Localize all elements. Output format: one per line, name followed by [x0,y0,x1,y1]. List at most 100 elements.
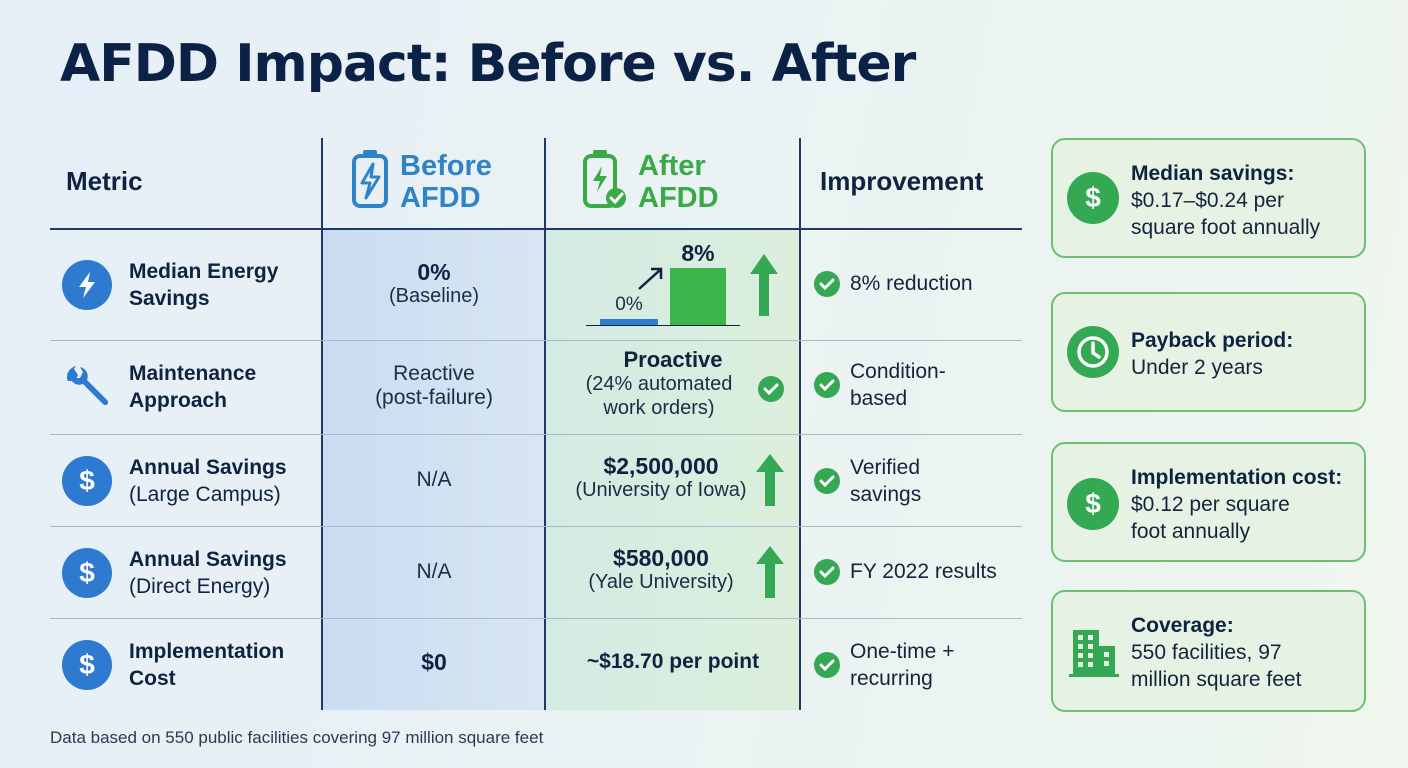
before-cell: $0 [322,650,546,674]
side-card-line: Under 2 years [1131,356,1263,379]
improvement-cell: 8% reduction [814,270,973,297]
metric-line2: (Direct Energy) [129,575,271,598]
metric-line2: Cost [129,667,176,690]
battery-check-icon [582,148,628,215]
improvement-cell: Verified savings [814,454,921,508]
metric-line1: Implementation [129,640,285,663]
header-after-line1: After [638,149,706,182]
metric-line2: (Large Campus) [129,483,281,506]
table-row: $ Implementation Cost $0 ~$18.70 per poi… [50,618,1022,710]
check-icon [814,372,840,398]
table-row: $ Annual Savings (Large Campus) N/A $2,5… [50,434,1022,526]
before-sub: (Baseline) [388,285,480,307]
improvement-text: FY 2022 results [850,560,997,583]
improvement-text: recurring [850,667,933,690]
side-card-line: square foot annually [1131,216,1321,239]
mini-chart-after-label: 8% [681,240,715,266]
check-icon [814,270,840,297]
before-value: N/A [416,560,452,583]
after-value: $580,000 [613,545,709,571]
after-value: Proactive [623,347,723,372]
improvement-cell: One-time + recurring [814,638,954,692]
before-cell: Reactive (post-failure) [322,362,546,410]
header-divider [50,228,1022,230]
improvement-cell: FY 2022 results [814,558,997,585]
up-arrow-icon [756,454,784,506]
header-before-line2: AFDD [400,181,481,214]
after-value: $2,500,000 [603,453,719,479]
check-icon [758,376,784,402]
footer-note: Data based on 550 public facilities cove… [50,728,544,747]
clock-icon [1067,326,1119,378]
metric-label: Annual Savings (Large Campus) [129,454,287,508]
before-sub: (post-failure) [375,386,493,409]
after-sub: (Yale University) [588,571,734,593]
improvement-cell: Condition- based [814,358,946,412]
metric-line2: Savings [129,287,210,310]
side-card-text: Payback period: Under 2 years [1131,327,1293,381]
before-value: $0 [421,649,447,675]
before-cell: N/A [322,560,546,584]
before-cell: 0% (Baseline) [322,260,546,308]
dollar-icon: $ [62,456,112,506]
after-cell: Proactive (24% automated work orders) [546,348,800,420]
header-before-line1: Before [400,149,492,182]
side-card-coverage: Coverage: 550 facilities, 97 million squ… [1051,590,1366,712]
after-cell: $580,000 (Yale University) [546,546,776,594]
side-card-line: $0.12 per square [1131,493,1290,516]
side-card-title: Payback period: [1131,329,1294,352]
before-value: Reactive [393,362,475,385]
header-metric: Metric [66,166,143,196]
side-card-line: 550 facilities, 97 [1131,641,1282,664]
dollar-icon: $ [62,640,112,690]
lightning-icon [62,260,112,310]
table-row: Median Energy Savings 0% (Baseline) 0% 8… [50,228,1022,340]
row-divider [50,526,1022,527]
improvement-text: savings [850,483,922,506]
side-card-title: Median savings: [1131,162,1295,185]
after-sub: work orders) [603,397,715,419]
after-cell: ~$18.70 per point [546,650,800,674]
header-after: After AFDD [582,148,719,215]
before-column-bg [322,228,546,710]
side-card-line: $0.17–$0.24 per [1131,189,1284,212]
mini-chart-before-label: 0% [615,294,643,315]
mini-bar-chart: 0% 8% [546,228,800,340]
dollar-icon: $ [1067,478,1119,530]
building-icon [1069,626,1119,683]
metric-label: Implementation Cost [129,638,284,692]
improvement-text: Condition- [850,360,946,383]
up-arrow-icon [756,546,784,598]
improvement-text: Verified [850,456,921,479]
side-card-payback: Payback period: Under 2 years [1051,292,1366,412]
side-card-title: Implementation cost: [1131,466,1343,489]
trend-arrow-icon [638,267,663,290]
column-divider [799,138,801,710]
after-value: ~$18.70 per point [586,650,760,673]
before-value: 0% [417,259,451,285]
metric-line1: Maintenance [129,362,257,385]
side-card-title: Coverage: [1131,614,1234,637]
wrench-icon [62,362,112,412]
after-sub: (24% automated [585,373,733,395]
check-icon [814,558,840,585]
side-card-implementation-cost: $ Implementation cost: $0.12 per square … [1051,442,1366,562]
up-arrow-icon [750,254,778,316]
side-card-median-savings: $ Median savings: $0.17–$0.24 per square… [1051,138,1366,258]
mini-chart-after-bar [670,268,726,325]
metric-label: Maintenance Approach [129,360,256,414]
row-divider [50,434,1022,435]
side-card-line: foot annually [1131,520,1251,543]
check-icon [814,652,840,678]
metric-label: Median Energy Savings [129,258,278,312]
mini-chart-before-bar [600,319,658,325]
after-cell: $2,500,000 (University of Iowa) [546,454,776,502]
side-card-text: Implementation cost: $0.12 per square fo… [1131,464,1342,545]
dollar-icon: $ [62,548,112,598]
table-row: $ Annual Savings (Direct Energy) N/A $58… [50,526,1022,618]
check-icon [814,468,840,494]
mini-chart-baseline [586,325,740,326]
side-card-text: Coverage: 550 facilities, 97 million squ… [1131,612,1301,693]
improvement-text: based [850,387,908,410]
metric-line1: Annual Savings [129,456,287,479]
